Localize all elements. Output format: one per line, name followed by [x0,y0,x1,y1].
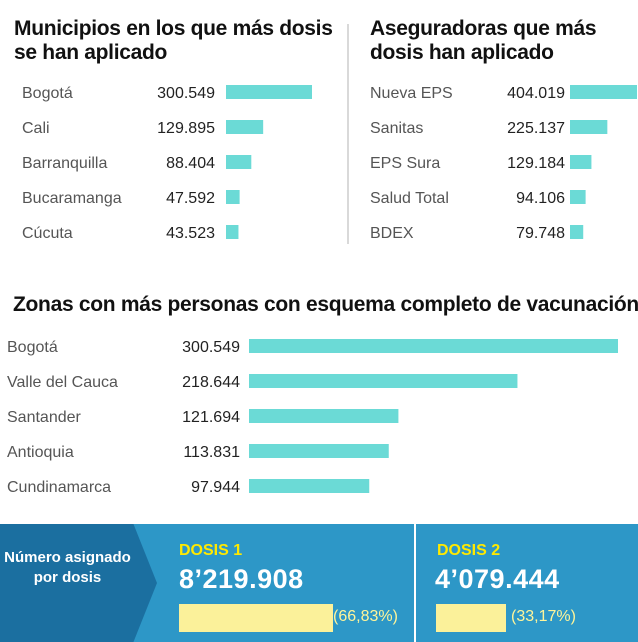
municipio-label: Cúcuta [22,225,73,242]
aseguradora-value: 129.184 [507,155,565,172]
municipio-value: 47.592 [166,190,215,207]
chart-title-municipios: Municipios en los que más dosis se han a… [14,17,333,64]
dose-label: Número asignado por dosis [4,549,131,586]
dose1-percent: (66,83%) [333,608,398,625]
zona-label: Antioquia [7,444,74,461]
aseguradora-bar [570,155,592,169]
aseguradora-label: EPS Sura [370,155,440,172]
dose2-percent: (33,17%) [511,608,576,625]
dose2-bar [436,604,506,632]
zona-label: Cundinamarca [7,479,111,496]
aseguradora-bar [570,120,608,134]
dose1-number: 8’219.908 [179,564,304,594]
municipio-bar [226,225,239,239]
aseguradora-bar [570,85,637,99]
municipio-bar [226,120,264,134]
dose1-heading: DOSIS 1 [179,542,243,559]
aseguradora-bar [570,225,584,239]
zona-value: 121.694 [182,409,240,426]
municipio-value: 88.404 [166,155,215,172]
municipio-value: 43.523 [166,225,215,242]
aseguradora-value: 94.106 [516,190,565,207]
municipio-label: Barranquilla [22,155,107,172]
zona-bar [249,444,389,458]
footer-divider [414,524,416,642]
dose1-bar [179,604,333,632]
chart-title-zonas: Zonas con más personas con esquema compl… [13,293,638,316]
aseguradora-label: Salud Total [370,190,449,207]
zona-bar [249,339,618,353]
zona-bar [249,409,399,423]
aseguradora-value: 404.019 [507,85,565,102]
zona-value: 300.549 [182,339,240,356]
zona-label: Santander [7,409,82,426]
aseguradora-value: 79.748 [516,225,565,242]
dose2-number: 4’079.444 [435,564,560,594]
municipio-bar [226,190,240,204]
municipio-value: 129.895 [157,120,215,137]
zona-value: 113.831 [183,444,240,461]
dose-footer: Número asignado por dosis DOSIS 1 8’219.… [0,524,638,642]
municipio-label: Bogotá [22,85,73,102]
zona-label: Bogotá [7,339,58,356]
municipio-bar [226,155,252,169]
aseguradora-label: Nueva EPS [370,85,453,102]
municipio-label: Cali [22,120,50,137]
chart-title-aseguradoras: Aseguradoras que más dosis han aplicado [370,17,597,64]
zona-label: Valle del Cauca [7,374,118,391]
aseguradora-label: BDEX [370,225,414,242]
zona-value: 97.944 [191,479,240,496]
zona-bar [249,374,518,388]
section-divider [347,24,349,244]
municipio-bar [226,85,312,99]
aseguradora-label: Sanitas [370,120,423,137]
charts-canvas: Bogotá 300.549 Cali 129.895 Barranquilla 88.4… [7,85,637,496]
municipio-value: 300.549 [157,85,215,102]
zona-bar [249,479,370,493]
aseguradora-value: 225.137 [507,120,565,137]
aseguradora-bar [570,190,586,204]
dose2-heading: DOSIS 2 [437,542,501,559]
municipio-label: Bucaramanga [22,190,122,207]
zona-value: 218.644 [182,374,240,391]
dose-label-box [0,524,157,642]
